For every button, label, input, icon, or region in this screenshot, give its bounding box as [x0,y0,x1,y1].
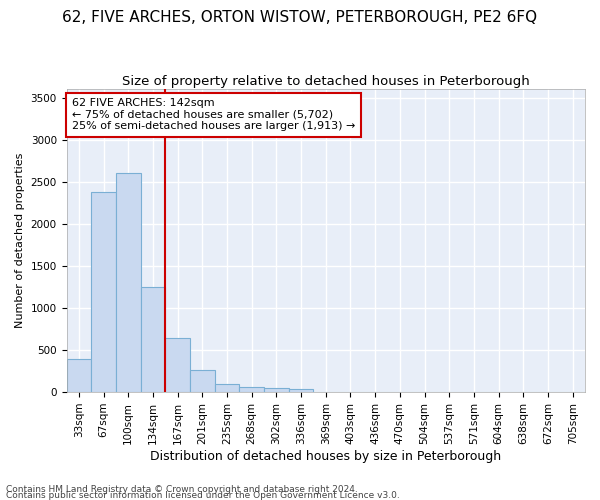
Text: Contains public sector information licensed under the Open Government Licence v3: Contains public sector information licen… [6,490,400,500]
Title: Size of property relative to detached houses in Peterborough: Size of property relative to detached ho… [122,75,530,88]
Bar [67,360,91,392]
Bar [289,388,313,392]
Bar [116,174,140,392]
Text: Contains HM Land Registry data © Crown copyright and database right 2024.: Contains HM Land Registry data © Crown c… [6,484,358,494]
Bar [264,388,289,392]
Bar [239,387,264,392]
Text: 62, FIVE ARCHES, ORTON WISTOW, PETERBOROUGH, PE2 6FQ: 62, FIVE ARCHES, ORTON WISTOW, PETERBORO… [62,10,538,25]
Text: 62 FIVE ARCHES: 142sqm
← 75% of detached houses are smaller (5,702)
25% of semi-: 62 FIVE ARCHES: 142sqm ← 75% of detached… [72,98,355,132]
Bar [190,370,215,392]
X-axis label: Distribution of detached houses by size in Peterborough: Distribution of detached houses by size … [150,450,502,462]
Bar [165,338,190,392]
Bar [140,287,165,392]
Bar [91,192,116,392]
Bar [215,384,239,392]
Y-axis label: Number of detached properties: Number of detached properties [15,153,25,328]
